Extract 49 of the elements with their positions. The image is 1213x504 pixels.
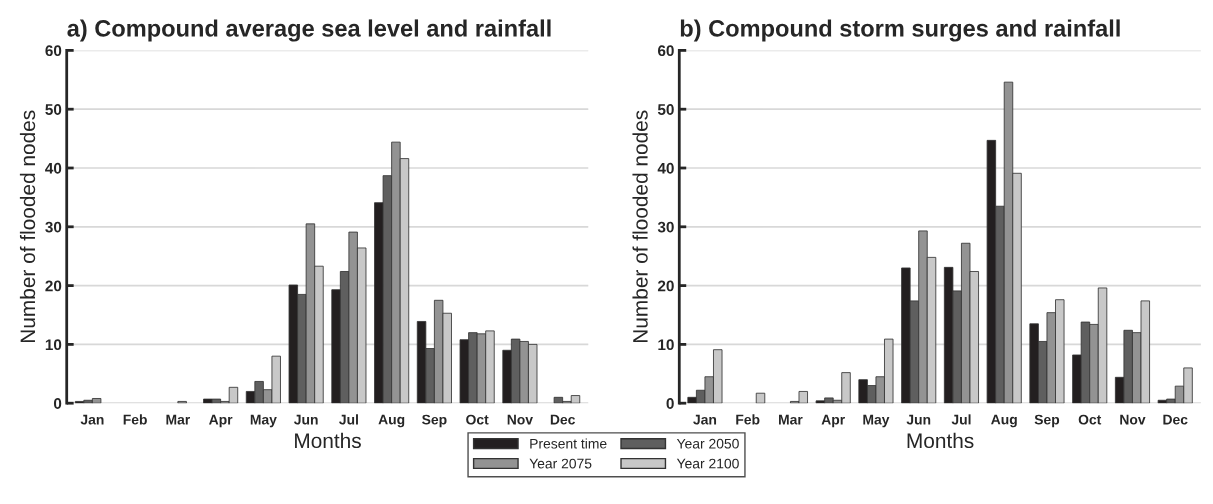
x-tick-label: Dec xyxy=(1163,414,1188,425)
x-tick-label: Aug xyxy=(991,414,1017,428)
x-tick-label: Jul xyxy=(339,414,358,425)
legend-label: Present time xyxy=(530,438,607,449)
chart-title: a) Compound average sea level and rainfall xyxy=(67,19,551,42)
x-tick-label: Mar xyxy=(166,414,191,425)
x-tick-label: Feb xyxy=(123,414,147,425)
x-tick-label: Aug xyxy=(378,414,405,428)
x-tick-label: Jan xyxy=(693,414,717,425)
y-axis-title: Number of flooded nodes xyxy=(19,110,36,343)
x-tick-label: Apr xyxy=(821,414,845,428)
x-tick-label: Feb xyxy=(736,414,760,425)
x-tick-label: Oct xyxy=(466,414,489,425)
y-axis-title: Number of flooded nodes xyxy=(632,110,648,343)
x-tick-label: Apr xyxy=(209,414,233,428)
y-tick-label: 0 xyxy=(53,398,62,409)
x-tick-label: Jun xyxy=(906,414,931,425)
y-tick-label: 60 xyxy=(45,45,62,57)
y-tick-label: 40 xyxy=(45,162,62,174)
y-tick-label: 20 xyxy=(45,280,62,292)
legend-label: Year 2075 xyxy=(529,458,592,469)
y-tick-label: 10 xyxy=(45,339,62,351)
x-tick-label: Jul xyxy=(951,414,971,425)
x-tick-label: Sep xyxy=(1034,414,1060,428)
x-tick-label: Jun xyxy=(294,414,318,425)
x-tick-label: May xyxy=(250,414,277,428)
x-tick-label: Mar xyxy=(779,414,803,425)
bar xyxy=(755,392,766,404)
y-tick-label: 30 xyxy=(45,221,62,233)
x-tick-label: Nov xyxy=(1120,414,1146,425)
x-tick-label: Nov xyxy=(507,414,533,425)
y-tick-label: 30 xyxy=(657,221,674,233)
y-tick-label: 10 xyxy=(658,339,674,351)
y-tick-label: 0 xyxy=(666,398,674,409)
x-axis-title: Months xyxy=(295,432,361,449)
y-tick-label: 20 xyxy=(657,280,674,292)
y-tick-label: 50 xyxy=(657,104,674,115)
x-tick-label: May xyxy=(863,414,890,428)
legend-label: Year 2050 xyxy=(676,438,739,449)
legend-label: Year 2100 xyxy=(676,458,739,469)
x-tick-label: Dec xyxy=(550,414,575,425)
x-tick-label: Sep xyxy=(422,414,447,428)
y-tick-label: 60 xyxy=(657,45,674,57)
x-tick-label: Oct xyxy=(1078,414,1102,425)
x-axis-title: Months xyxy=(907,432,974,449)
y-tick-label: 40 xyxy=(657,162,674,174)
chart-title: b) Compound storm surges and rainfall xyxy=(680,19,1120,42)
x-tick-label: Jan xyxy=(80,414,104,425)
y-tick-label: 50 xyxy=(45,104,62,115)
